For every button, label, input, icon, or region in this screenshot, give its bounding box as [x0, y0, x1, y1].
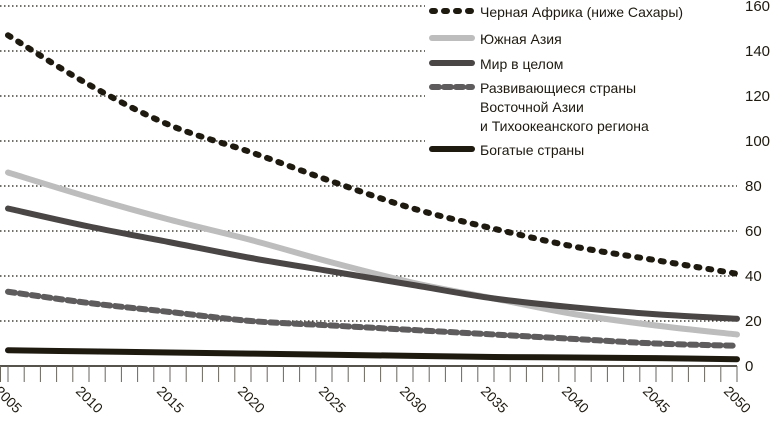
- y-tick-label: 0: [745, 358, 753, 375]
- series-line: [5, 169, 740, 338]
- x-tick-label: 2050: [721, 383, 754, 416]
- series-line: [5, 288, 740, 349]
- series-line: [5, 205, 740, 322]
- legend-label: Богатые страны: [480, 142, 584, 158]
- y-tick-label: 100: [745, 133, 770, 150]
- series-lines: [5, 32, 740, 363]
- x-tick-label: 2045: [640, 383, 673, 416]
- legend-label: Развивающиеся страны: [480, 80, 636, 96]
- x-tick-label: 2035: [478, 383, 511, 416]
- series-line: [5, 32, 740, 277]
- x-tick-label: 2040: [559, 383, 592, 416]
- x-tick-label: 2015: [154, 383, 187, 416]
- y-tick-label: 20: [745, 313, 762, 330]
- legend: Черная Африка (ниже Сахары) Южная Азия Мир…: [429, 4, 683, 158]
- x-tick-label: 2030: [397, 383, 430, 416]
- legend-label: Черная Африка (ниже Сахары): [480, 4, 683, 20]
- y-tick-label: 120: [745, 88, 770, 105]
- x-tick-label: 2005: [0, 383, 25, 416]
- legend-label: Мир в целом: [480, 56, 563, 72]
- x-tick-label: 2020: [235, 383, 268, 416]
- y-tick-label: 80: [745, 178, 762, 195]
- x-tick-label: 2025: [316, 383, 349, 416]
- legend-label: Южная Азия: [480, 31, 562, 47]
- legend-label: Восточной Азии: [480, 99, 584, 115]
- y-tick-label: 140: [745, 43, 770, 60]
- y-tick-label: 160: [745, 0, 770, 15]
- y-tick-label: 40: [745, 268, 762, 285]
- x-tick-label: 2010: [73, 383, 106, 416]
- series-line: [5, 347, 740, 363]
- legend-label: и Тихоокеанского региона: [480, 118, 649, 134]
- y-tick-label: 60: [745, 223, 762, 240]
